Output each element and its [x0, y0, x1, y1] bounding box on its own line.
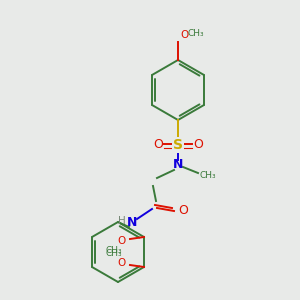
Text: O: O: [178, 203, 188, 217]
Text: O: O: [180, 30, 188, 40]
Text: N: N: [127, 215, 137, 229]
Text: H: H: [118, 216, 126, 226]
Text: S: S: [173, 138, 183, 152]
Text: O: O: [118, 236, 126, 246]
Text: CH₃: CH₃: [200, 170, 217, 179]
Text: CH₃: CH₃: [106, 246, 122, 255]
Text: CH₃: CH₃: [106, 249, 122, 258]
Text: O: O: [193, 139, 203, 152]
Text: CH₃: CH₃: [188, 29, 205, 38]
Text: O: O: [118, 258, 126, 268]
Text: O: O: [153, 139, 163, 152]
Text: N: N: [173, 158, 183, 172]
